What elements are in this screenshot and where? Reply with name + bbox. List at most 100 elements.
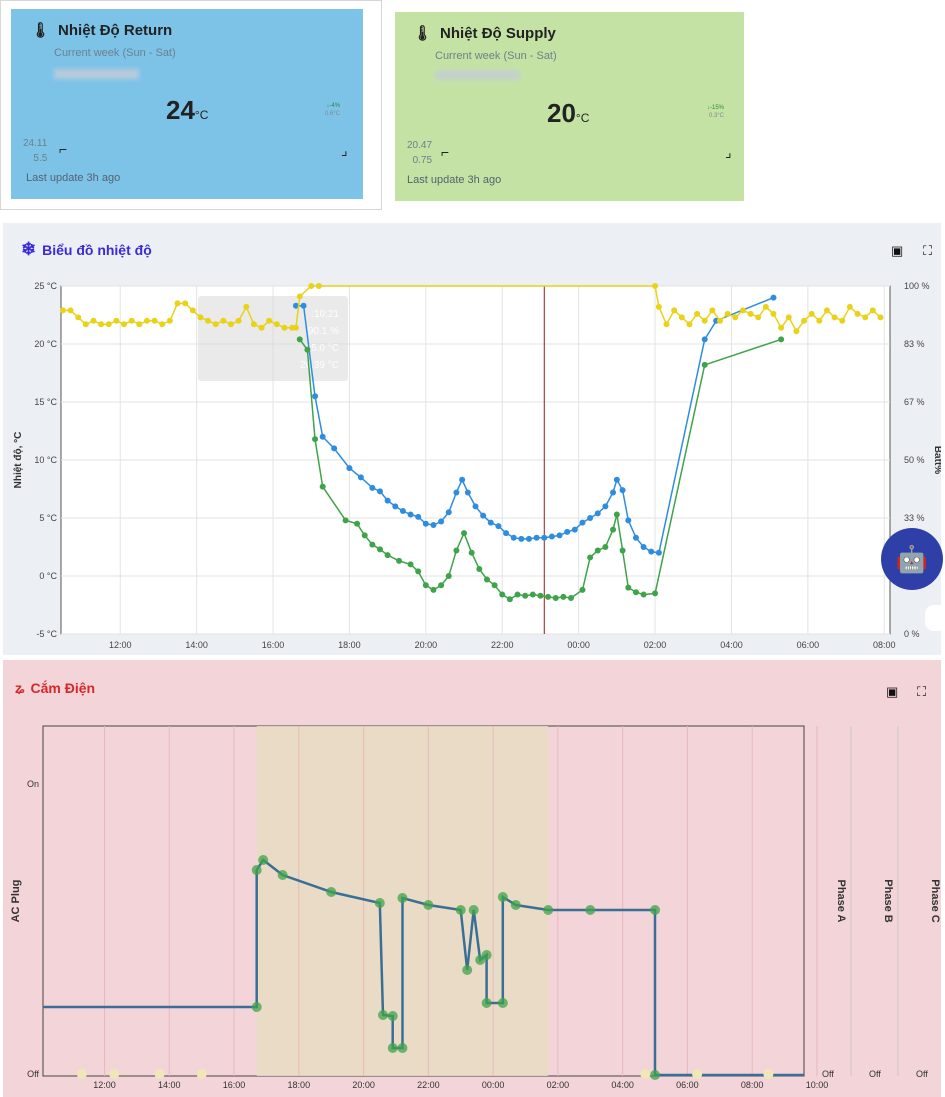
- data-point: [518, 535, 525, 542]
- y2-axis-label: Batt%: [932, 446, 941, 474]
- data-point: [243, 303, 250, 310]
- expand-icon[interactable]: ⌟: [341, 142, 348, 158]
- data-point: [292, 324, 299, 331]
- data-point: [709, 307, 716, 314]
- data-point: [652, 283, 659, 289]
- data-point: [655, 303, 662, 310]
- data-point: [640, 591, 647, 598]
- data-point: [415, 568, 422, 575]
- plug-point: [251, 865, 262, 875]
- data-point: [445, 573, 452, 579]
- plug-point: [585, 905, 596, 915]
- plug-point: [387, 1043, 398, 1053]
- x-tick-label: 14:00: [158, 1080, 181, 1090]
- data-point: [716, 317, 723, 324]
- data-point: [300, 302, 307, 309]
- data-point: [613, 511, 620, 518]
- trend-val: 0.6°C: [325, 111, 341, 117]
- x-tick-label: 02:00: [547, 1080, 570, 1090]
- plug-point: [277, 870, 288, 880]
- data-point: [128, 317, 135, 324]
- ai-assistant-button[interactable]: 🤖: [881, 528, 943, 590]
- data-point: [499, 591, 506, 598]
- card-bg: [11, 9, 363, 199]
- data-point: [762, 303, 769, 310]
- x-tick-label: 12:00: [109, 640, 132, 650]
- plug-panel: ʑ Cắm Điện ▣ ⛶ 12:00 14:00 16:00 18:00 20:00…: [3, 660, 941, 1097]
- x-tick-label: 20:00: [352, 1080, 375, 1090]
- plug-point: [510, 900, 521, 910]
- card-title-text: Nhiệt Độ Supply: [440, 24, 556, 42]
- data-point: [610, 526, 617, 533]
- fullscreen-icon[interactable]: ⛶: [923, 243, 933, 258]
- data-point: [816, 317, 823, 324]
- expand-icon[interactable]: ⌟: [725, 144, 732, 160]
- chat-bubble-icon[interactable]: [925, 605, 943, 631]
- data-point: [541, 534, 548, 541]
- data-point: [445, 509, 452, 516]
- data-point: [503, 530, 510, 537]
- y2-tick-label: 83 %: [904, 339, 925, 349]
- off-point: [76, 1069, 87, 1079]
- ac-plug-chart[interactable]: 12:00 14:00 16:00 18:00 20:00 22:00 00:00 02:00…: [3, 660, 941, 1097]
- card-return: 🌡 Nhiệt Độ Return Current week (Sun - Sa…: [0, 0, 382, 210]
- data-point: [312, 393, 319, 400]
- data-point: [384, 552, 391, 559]
- data-point: [613, 476, 620, 483]
- data-point: [422, 520, 429, 527]
- phase-off-label: Off: [822, 1069, 834, 1079]
- data-point: [235, 317, 242, 324]
- data-point: [671, 307, 678, 314]
- plug-point: [543, 905, 554, 915]
- off-point: [196, 1069, 207, 1079]
- data-point: [552, 595, 559, 602]
- data-point: [407, 511, 414, 518]
- data-point: [579, 586, 586, 593]
- data-point: [472, 503, 479, 510]
- data-point: [369, 541, 376, 548]
- data-point: [525, 535, 532, 542]
- x-tick-label: 00:00: [567, 640, 590, 650]
- data-point: [587, 554, 594, 561]
- data-point: [564, 528, 571, 535]
- data-point: [854, 310, 861, 317]
- data-point: [801, 317, 808, 324]
- min-max: 24.11 5.5: [23, 136, 47, 166]
- data-point: [640, 544, 647, 550]
- data-point: [480, 512, 487, 519]
- data-point: [82, 321, 89, 328]
- panel-title-text: Cắm Điện: [30, 680, 96, 696]
- x-tick-label: 08:00: [741, 1080, 764, 1090]
- data-point: [495, 523, 502, 530]
- export-icon[interactable]: ▣: [891, 243, 904, 258]
- export-icon[interactable]: ▣: [886, 684, 899, 699]
- panel-title-text: Biểu đồ nhiệt độ: [42, 241, 152, 258]
- plug-point: [423, 900, 434, 910]
- y-tick-label: 15 °C: [34, 397, 57, 407]
- x-tick-label: 04:00: [611, 1080, 634, 1090]
- data-point: [545, 593, 552, 600]
- data-point: [67, 307, 74, 314]
- data-point: [296, 336, 303, 343]
- data-point: [430, 586, 437, 593]
- data-point: [399, 508, 406, 515]
- data-point: [220, 317, 227, 324]
- data-point: [701, 317, 708, 324]
- plug-point: [374, 898, 385, 908]
- temperature-chart[interactable]: 25 °C 20 °C 15 °C 10 °C 5 °C 0 °C -5 °C 100 % 83…: [3, 223, 941, 655]
- data-point: [632, 534, 639, 541]
- max-value: 20.47: [407, 140, 433, 151]
- y2-tick-label: 0 %: [904, 629, 920, 639]
- off-point: [692, 1069, 703, 1079]
- max-value: 24.11: [23, 138, 48, 149]
- fullscreen-icon[interactable]: ⛶: [917, 684, 927, 699]
- data-point: [483, 576, 490, 583]
- data-point: [197, 314, 204, 321]
- data-point: [522, 592, 529, 599]
- data-point: [189, 307, 196, 314]
- data-point: [701, 361, 708, 368]
- data-point: [357, 474, 364, 481]
- data-point: [384, 497, 391, 504]
- data-point: [686, 321, 693, 328]
- plug-point: [326, 887, 337, 897]
